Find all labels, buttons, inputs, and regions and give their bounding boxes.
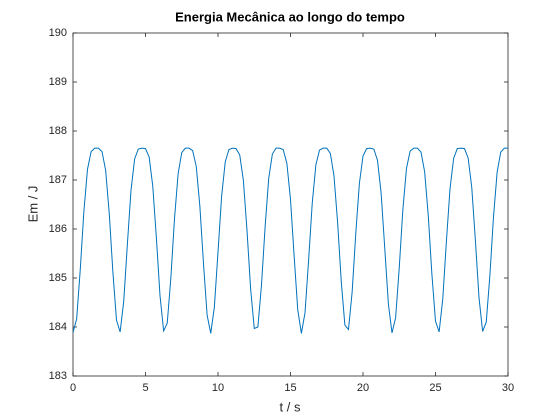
x-tick-label: 0 (70, 382, 76, 394)
y-tick-label: 189 (49, 76, 67, 88)
x-tick-label: 25 (429, 382, 441, 394)
x-tick-label: 5 (142, 382, 148, 394)
x-axis-label: t / s (280, 399, 301, 414)
y-tick-label: 186 (49, 223, 67, 235)
x-tick-label: 30 (502, 382, 514, 394)
chart-title: Energia Mecânica ao longo do tempo (175, 9, 405, 24)
y-tick-label: 185 (49, 272, 67, 284)
y-tick-label: 184 (49, 321, 67, 333)
data-line (72, 147, 508, 334)
x-tick-label: 10 (212, 382, 224, 394)
x-tick-label: 20 (357, 382, 369, 394)
y-tick-label: 190 (49, 27, 67, 39)
y-tick-label: 187 (49, 174, 67, 186)
y-tick-label: 188 (49, 125, 67, 137)
y-axis-label: Em / J (25, 186, 40, 223)
x-tick-label: 15 (284, 382, 296, 394)
y-tick-label: 183 (49, 370, 67, 382)
